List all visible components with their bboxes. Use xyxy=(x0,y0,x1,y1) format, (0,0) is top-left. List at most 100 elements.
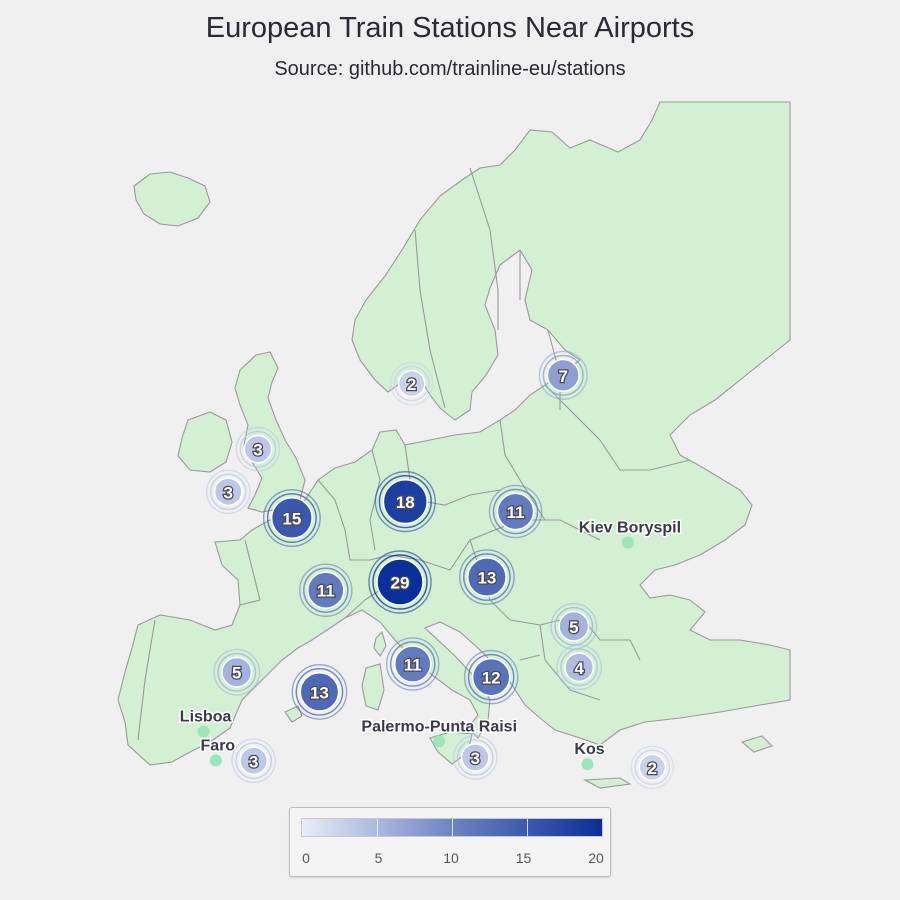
cluster-circle xyxy=(467,557,507,597)
cluster-ring xyxy=(456,739,494,776)
cluster-layer: 2 7 3 3 15 18 11 11 29 13 5 5 13 11 12 4 3 3 2 xyxy=(205,350,675,790)
airport-marker[interactable]: Kos xyxy=(573,740,606,771)
cluster-count-label: 3 xyxy=(249,752,258,771)
cluster-marker[interactable]: 3 xyxy=(452,735,498,780)
cluster-ring xyxy=(630,745,675,790)
cluster-circle xyxy=(558,610,590,642)
cluster-marker[interactable]: 13 xyxy=(291,664,348,720)
cluster-ring xyxy=(556,644,603,691)
cluster-ring xyxy=(217,652,257,692)
cluster-marker[interactable]: 2 xyxy=(389,361,434,406)
cluster-count-label: 11 xyxy=(507,503,525,522)
cluster-count-label: 15 xyxy=(282,510,301,529)
land-cyprus xyxy=(740,735,774,753)
land-sardinia xyxy=(361,663,385,711)
airport-dot xyxy=(197,725,210,738)
cluster-ring xyxy=(560,648,599,687)
airport-marker[interactable]: Palermo-Punta Raisi xyxy=(360,717,519,748)
cluster-ring xyxy=(209,473,247,511)
airport-dot xyxy=(621,536,634,549)
cluster-ring xyxy=(299,563,353,617)
cluster-ring xyxy=(550,602,598,650)
cluster-ring xyxy=(235,426,281,472)
cluster-circle xyxy=(299,671,340,712)
airport-name-label: Kiev Boryspil xyxy=(579,520,681,537)
cluster-marker[interactable]: 5 xyxy=(550,602,598,650)
color-scale-bar xyxy=(301,818,603,837)
airport-marker[interactable]: Lisboa xyxy=(178,707,233,738)
cluster-count-label: 18 xyxy=(396,493,415,512)
cluster-marker[interactable]: 7 xyxy=(538,350,588,400)
cluster-ring xyxy=(385,637,440,691)
cluster-count-label: 3 xyxy=(471,749,480,768)
cluster-count-label: 5 xyxy=(232,664,241,683)
cluster-ring xyxy=(467,653,515,701)
cluster-ring xyxy=(231,738,277,784)
cluster-ring xyxy=(205,469,251,515)
cluster-ring xyxy=(239,430,277,468)
cluster-count-label: 13 xyxy=(477,569,496,588)
cluster-ring xyxy=(389,641,436,687)
cluster-marker[interactable]: 3 xyxy=(205,469,251,515)
cluster-circle xyxy=(382,478,428,525)
cluster-ring xyxy=(463,553,511,601)
cluster-circle xyxy=(221,656,253,688)
cluster-count-label: 3 xyxy=(224,483,233,502)
cluster-count-label: 29 xyxy=(391,574,410,593)
cluster-ring xyxy=(235,742,273,780)
cluster-circle xyxy=(270,497,313,540)
cluster-ring xyxy=(393,365,430,402)
airport-dot xyxy=(209,754,222,767)
cluster-count-label: 7 xyxy=(559,367,568,386)
cluster-ring xyxy=(542,354,584,396)
cluster-count-label: 12 xyxy=(482,669,501,688)
cluster-marker[interactable]: 11 xyxy=(385,637,440,691)
cluster-count-label: 13 xyxy=(310,683,329,702)
airport-dot xyxy=(581,758,594,771)
cluster-circle xyxy=(213,477,243,507)
cluster-circle xyxy=(393,645,432,683)
airport-marker[interactable]: Faro xyxy=(199,736,237,767)
cluster-marker[interactable]: 11 xyxy=(488,484,543,539)
cluster-marker[interactable]: 15 xyxy=(262,489,321,547)
cluster-marker[interactable]: 12 xyxy=(463,649,519,705)
cluster-ring xyxy=(262,489,321,547)
legend-tick-label: 5 xyxy=(374,850,383,866)
cluster-circle xyxy=(307,571,345,610)
cluster-marker[interactable]: 4 xyxy=(556,644,603,691)
legend-tick-mark xyxy=(377,819,378,836)
legend-tick-mark xyxy=(452,819,453,836)
airport-name-label: Kos xyxy=(574,741,604,758)
cluster-ring xyxy=(266,493,317,543)
cluster-marker[interactable]: 18 xyxy=(374,471,436,533)
land-crete xyxy=(583,777,632,789)
cluster-circle xyxy=(471,657,511,697)
color-legend: 0 5 10 15 20 xyxy=(289,807,611,877)
cluster-ring xyxy=(488,484,543,539)
airport-marker[interactable]: Kiev Boryspil xyxy=(577,518,683,549)
cluster-marker[interactable]: 29 xyxy=(368,550,432,614)
airport-name-label: Faro xyxy=(201,737,236,754)
map-title: European Train Stations Near Airports xyxy=(205,12,695,44)
cluster-marker[interactable]: 3 xyxy=(235,426,281,472)
land-corsica xyxy=(373,630,387,657)
cluster-ring xyxy=(634,749,671,786)
cluster-count-label: 3 xyxy=(253,441,262,460)
cluster-marker[interactable]: 5 xyxy=(213,648,261,696)
legend-tick-label: 15 xyxy=(515,850,532,866)
cluster-circle xyxy=(496,492,535,531)
cluster-marker[interactable]: 11 xyxy=(299,563,353,617)
cluster-marker[interactable]: 2 xyxy=(630,745,675,790)
cluster-ring xyxy=(378,475,432,529)
cluster-circle xyxy=(564,652,595,683)
cluster-marker[interactable]: 3 xyxy=(231,738,277,784)
cluster-circle xyxy=(460,743,490,772)
cluster-marker[interactable]: 13 xyxy=(459,549,515,605)
cluster-count-label: 4 xyxy=(574,659,584,678)
cluster-ring xyxy=(389,361,434,406)
cluster-ring xyxy=(295,668,344,716)
legend-tick-label: 0 xyxy=(302,850,310,866)
legend-tick-label: 10 xyxy=(443,850,459,866)
cluster-ring xyxy=(459,549,515,605)
